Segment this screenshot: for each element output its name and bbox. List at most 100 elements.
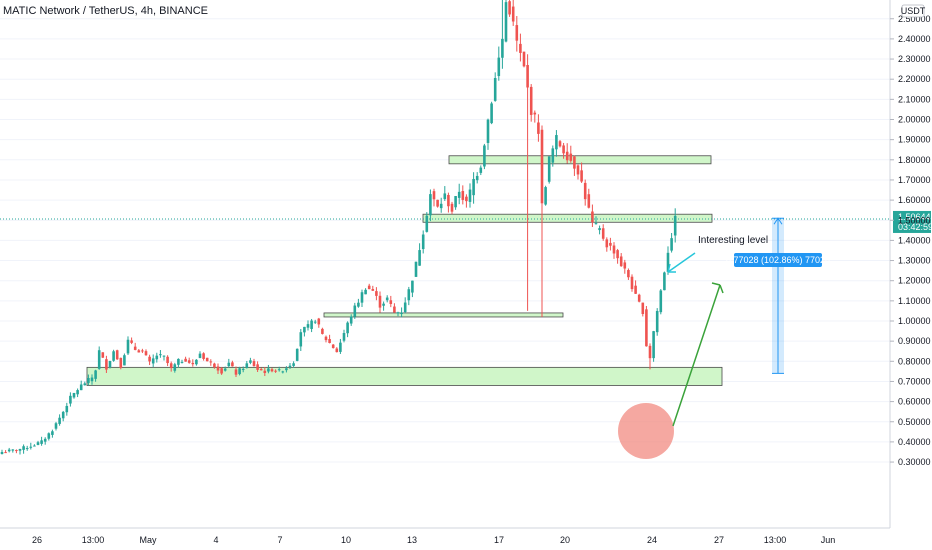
candle <box>4 450 7 454</box>
candle-body <box>393 306 396 313</box>
sr-zone[interactable] <box>323 312 564 318</box>
sr-zone[interactable] <box>448 155 712 165</box>
candle <box>378 291 382 313</box>
currency-badge[interactable] <box>901 4 925 18</box>
candle <box>0 449 4 455</box>
candle <box>443 186 447 201</box>
candle <box>87 374 90 386</box>
candle-body <box>439 203 443 209</box>
candle <box>198 351 202 359</box>
y-tick-label: 1.80000 <box>898 155 931 165</box>
candle <box>324 335 328 343</box>
candle-body <box>184 358 187 362</box>
candle <box>465 194 468 208</box>
candle <box>472 172 475 204</box>
candle-body <box>652 331 655 359</box>
candle <box>29 442 33 450</box>
candle <box>184 356 187 362</box>
candle-body <box>450 203 454 212</box>
candle-body <box>155 355 159 360</box>
candle <box>436 199 439 208</box>
candle <box>33 444 36 447</box>
candle <box>11 449 15 453</box>
candle <box>583 179 587 206</box>
candle-body <box>648 345 652 359</box>
candle-body <box>11 449 15 451</box>
candle-body <box>637 294 641 302</box>
candle-body <box>274 370 277 372</box>
candle <box>522 51 526 68</box>
candle-body <box>544 187 547 205</box>
candle <box>454 195 457 210</box>
time-axis[interactable]: 26 13:00 May 4 7 10 13 17 20 24 27 13:00 Jun <box>32 535 835 545</box>
candle-body <box>205 357 209 362</box>
candle <box>648 343 652 370</box>
candle-body <box>119 357 123 368</box>
candlestick-series <box>0 0 677 455</box>
x-tick-label: 13 <box>407 535 417 545</box>
candle-body <box>421 234 425 250</box>
candle-body <box>627 270 630 278</box>
candle <box>112 349 115 362</box>
candle-body <box>115 350 119 360</box>
candle <box>591 204 594 227</box>
candle <box>547 156 551 184</box>
candle-body <box>367 285 371 290</box>
candle <box>144 349 148 356</box>
candle-body <box>612 245 616 254</box>
annotation-arrowhead <box>667 263 676 273</box>
candle <box>562 142 565 159</box>
candle-body <box>436 199 439 207</box>
candle <box>133 342 137 351</box>
candle <box>580 162 583 183</box>
candle-body <box>411 280 414 293</box>
candle <box>537 114 540 142</box>
candle <box>540 125 544 317</box>
candle-body <box>173 364 177 371</box>
candle <box>367 283 371 290</box>
sr-zone[interactable] <box>422 213 713 223</box>
candle-body <box>360 292 364 303</box>
candle-body <box>569 153 573 161</box>
y-tick-label: 2.40000 <box>898 34 931 44</box>
candle-body <box>400 312 403 315</box>
candle-body <box>169 363 173 369</box>
candle <box>371 285 375 291</box>
candle <box>418 243 421 266</box>
candle <box>475 172 479 184</box>
candle-body <box>483 145 486 167</box>
candle-body <box>76 390 79 395</box>
price-axis[interactable]: 2.50000 2.40000 2.30000 2.20000 2.10000 2.000… <box>890 14 931 467</box>
measure-label: 0.77028 (102.86%) 77028 <box>726 255 830 265</box>
candle-body <box>673 215 677 236</box>
candle-body <box>252 361 256 367</box>
last-price-tag[interactable] <box>893 210 931 233</box>
candle <box>195 359 198 366</box>
y-tick-label: 0.60000 <box>898 397 931 407</box>
candle-body <box>0 452 4 455</box>
candle-body <box>591 211 594 223</box>
candle-body <box>375 291 378 296</box>
candle-body <box>231 362 234 367</box>
sr-zone[interactable] <box>86 366 723 386</box>
candle <box>317 317 321 328</box>
candle <box>267 364 270 374</box>
candle <box>72 392 76 399</box>
candle <box>15 449 18 454</box>
candle-body <box>177 358 180 365</box>
candle-body <box>97 350 101 369</box>
candle <box>612 242 616 259</box>
x-tick-label: 24 <box>647 535 657 545</box>
candle <box>511 0 515 26</box>
candle <box>533 110 537 123</box>
candle <box>216 363 220 374</box>
candle <box>393 303 396 313</box>
candle-body <box>4 452 7 454</box>
candle <box>277 366 281 372</box>
y-tick-label: 2.10000 <box>898 94 931 104</box>
y-tick-label: 0.50000 <box>898 417 931 427</box>
candle <box>238 366 241 376</box>
candle <box>479 165 483 176</box>
candle-body <box>493 78 497 101</box>
